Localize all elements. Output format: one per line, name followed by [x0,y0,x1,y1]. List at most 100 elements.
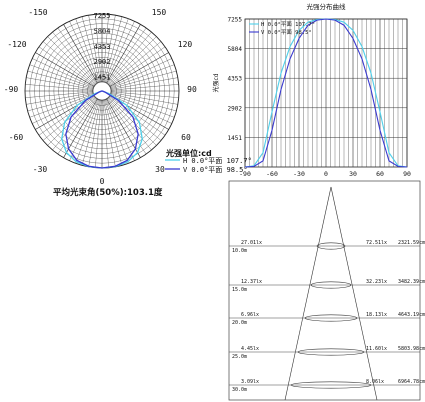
polar-spoke [104,99,129,164]
polar-spoke [25,91,93,98]
polar-spoke [42,41,96,86]
polar-spoke [103,100,116,167]
polar-spoke [101,52,169,92]
polar-spoke [102,14,109,82]
polar-spoke [95,100,102,168]
polar-spoke [104,16,123,83]
cartesian-x-tick-label: 30 [349,170,357,178]
polar-spoke [104,99,123,166]
cone-distance-label: 25.0m [232,354,247,360]
cone-spot-diameter: 5803.98cm [398,346,425,352]
cone-average-lux: 8.06lx [366,379,384,385]
cone-average-lux: 11.60lx [366,346,387,352]
cone-spot-ellipse [316,242,346,250]
polar-spoke [69,99,99,161]
polar-spoke [38,46,95,86]
polar-radial-label: 1451 [94,74,111,82]
polar-spoke [107,31,152,85]
cone-center-lux: 4.45lx [241,346,259,352]
polar-spoke [110,58,172,88]
cone-average-lux: 72.51lx [366,240,387,246]
polar-spoke [29,93,94,118]
cone-side-right [330,186,378,401]
polar-spoke [25,84,93,91]
cartesian-y-tick-label: 1451 [228,135,243,142]
polar-spoke [63,90,103,158]
polar-spoke [32,94,94,124]
cone-center-lux: 3.09lx [241,379,259,385]
cone-distance-label: 20.0m [232,320,247,326]
polar-spoke [105,21,135,83]
polar-spoke [27,93,94,112]
polar-spoke [101,90,141,158]
illuminance-cone-diagram: 10.0m 27.01lx 72.51lx 2321.59cm 15.0m 12.37lx… [228,180,425,401]
cartesian-y-tick-label: 4353 [228,76,243,83]
polar-spoke [32,58,94,88]
polar-spoke [110,64,175,89]
polar-radial-label: 7255 [94,12,111,20]
cartesian-y-tick-label: 7255 [228,17,243,24]
cone-distance-label: 15.0m [232,287,247,293]
polar-spoke [105,99,135,161]
polar-spoke [81,16,100,83]
polar-spoke [35,52,103,92]
polar-spoke [101,24,141,92]
cone-center-lux: 12.37lx [241,279,262,285]
polar-angle-label: -120 [7,40,26,49]
polar-spoke [47,36,96,85]
polar-spoke [42,96,96,141]
polar-spoke [47,97,96,146]
polar-angle-label: 60 [181,133,191,142]
polar-spoke [75,18,100,83]
polar-spoke [29,64,94,89]
polar-spoke [111,84,179,91]
polar-radial-label: 5804 [94,27,111,35]
polar-spoke [57,27,97,84]
polar-angle-label: -60 [9,133,24,142]
polar-series-curve [65,90,139,169]
polar-spoke [111,92,178,105]
polar-radial-label: 4353 [94,43,111,51]
polar-spoke [88,15,101,82]
cartesian-x-tick-label: -30 [293,170,305,178]
polar-spoke [27,70,94,89]
polar-spoke [75,99,100,164]
cone-average-lux: 32.23lx [366,279,387,285]
polar-angle-label: -30 [33,165,48,174]
polar-spoke [110,93,175,118]
cartesian-title: 光强分布曲线 [307,2,347,11]
polar-angle-label: 30 [155,165,165,174]
polar-spoke [69,21,99,83]
cartesian-x-tick-label: -60 [266,170,278,178]
cone-distance-label: 30.0m [232,387,247,393]
polar-spoke [111,77,178,90]
polar-spoke [111,91,179,98]
polar-spoke [26,77,93,90]
cone-spot-ellipse [310,281,352,289]
cartesian-x-tick-label: 90 [403,170,411,178]
cone-spot-ellipse [297,348,365,356]
polar-angle-label: 90 [187,85,197,94]
cone-average-lux: 18.13lx [366,312,387,318]
cartesian-y-label: 光强cd [212,73,220,92]
polar-spoke [88,100,101,167]
polar-spoke [107,97,152,151]
polar-angle-label: 120 [178,40,193,49]
cone-spot-diameter: 3482.39cm [398,279,425,285]
cartesian-x-tick-label: 60 [376,170,384,178]
polar-spoke [102,100,109,168]
polar-legend-label: V 0.0°平面 98.5° [183,166,248,174]
cone-spot-diameter: 4643.19cm [398,312,425,318]
cone-side-left [284,186,332,401]
polar-angle-label: -150 [28,8,47,17]
cartesian-x-tick-label: 0 [324,170,328,178]
polar-angle-label: -90 [4,85,19,94]
polar-spoke [109,46,166,86]
cone-frame [228,180,421,401]
cone-spot-ellipse [304,314,358,322]
cartesian-y-tick-label: 2902 [228,105,243,112]
polar-legend-label: H 0.0°平面 107.7° [183,157,252,165]
cartesian-legend-label: H 0.0°平面 107.7° [261,21,315,28]
cone-spot-diameter: 2321.59cm [398,240,425,246]
